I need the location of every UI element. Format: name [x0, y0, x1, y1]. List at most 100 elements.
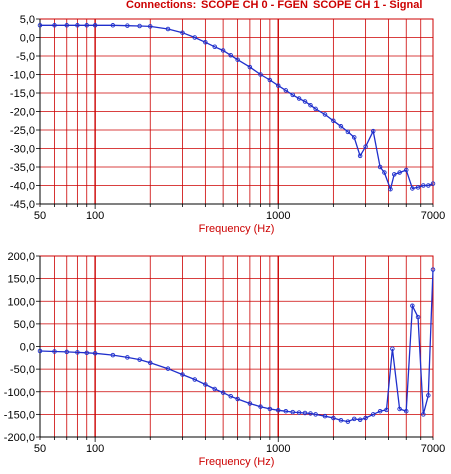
phase-ytick-label: -200,0 [4, 432, 35, 444]
magnitude-data-point [296, 96, 302, 101]
magnitude-xtick-label: 7000 [421, 210, 445, 222]
magnitude-ytick-label: -35,0 [10, 162, 35, 174]
magnitude-data-point [212, 44, 217, 50]
phase-data-point [228, 394, 233, 399]
magnitude-data-point [345, 129, 351, 135]
magnitude-data-point [388, 186, 393, 192]
phase-data-point [84, 350, 89, 356]
magnitude-data-point [84, 23, 89, 28]
magnitude-data-point [165, 26, 171, 32]
magnitude-data-point [403, 167, 409, 173]
phase-data-point [180, 372, 185, 377]
magnitude-data-point [370, 128, 376, 134]
magnitude-ytick-label: -5,0 [16, 51, 35, 63]
phase-data-point [203, 382, 208, 387]
magnitude-data-point [92, 23, 98, 28]
magnitude-data-point [421, 183, 426, 188]
phase-series-line [39, 269, 434, 423]
phase-data-point [75, 350, 80, 355]
magnitude-ytick-label: -15,0 [10, 88, 35, 100]
phase-data-point [258, 404, 263, 409]
phase-data-point [220, 390, 226, 395]
magnitude-xlabel: Frequency (Hz) [199, 223, 275, 235]
magnitude-data-point [220, 48, 226, 53]
connections-label: Connections: [126, 0, 197, 11]
magnitude-data-point [322, 112, 328, 117]
magnitude-data-point [125, 23, 130, 28]
magnitude-data-point [75, 23, 80, 28]
magnitude-data-point [430, 181, 436, 186]
magnitude-data-point [110, 23, 116, 28]
phase-data-point [313, 412, 318, 417]
magnitude-data-point [415, 185, 421, 190]
phase-data-point [331, 415, 336, 421]
magnitude-data-point [426, 183, 431, 188]
phase-data-point [370, 412, 376, 417]
phase-ytick-label: 150,0 [7, 274, 35, 286]
channel-0-label: SCOPE CH 0 - FGEN [201, 0, 308, 11]
phase-data-point [415, 314, 421, 320]
phase-ytick-label: -150,0 [4, 409, 35, 421]
magnitude-xtick-label: 50 [34, 210, 46, 222]
magnitude-data-point [147, 24, 153, 29]
magnitude-data-point [302, 99, 308, 104]
magnitude-data-point [290, 92, 295, 98]
magnitude-data-point [377, 164, 383, 170]
magnitude-data-point [391, 172, 397, 177]
phase-data-point [345, 419, 351, 424]
magnitude-ytick-label: -10,0 [10, 70, 35, 82]
phase-data-point [125, 355, 130, 360]
magnitude-data-point [203, 40, 208, 45]
phase-ytick-label: 200,0 [7, 251, 35, 263]
phase-ytick-label: 50,0 [14, 319, 35, 331]
magnitude-data-point [228, 53, 233, 58]
magnitude-ytick-label: 5,0 [20, 14, 35, 26]
magnitude-data-point [267, 77, 273, 83]
phase-xtick-label: 50 [34, 443, 46, 455]
magnitude-ytick-label: -40,0 [10, 181, 35, 193]
phase-data-point [64, 349, 70, 355]
phase-data-point [235, 396, 240, 402]
phase-data-point [92, 351, 98, 356]
magnitude-data-point [308, 102, 313, 108]
phase-xlabel: Frequency (Hz) [199, 456, 275, 468]
magnitude-data-point [397, 170, 402, 175]
phase-chart: 200,0 150,0 100,0 50,0 0,0 -50,0 -100,0 -150,0 -… [4, 251, 445, 468]
phase-data-point [308, 411, 313, 416]
phase-data-point [322, 413, 328, 419]
phase-data-point [363, 415, 368, 421]
phase-data-point [52, 349, 57, 354]
phase-data-point [403, 408, 409, 414]
phase-data-point [377, 408, 383, 414]
phase-ytick-label: 0,0 [20, 342, 35, 354]
magnitude-data-point [235, 57, 240, 62]
magnitude-ytick-label: -45,0 [10, 199, 35, 211]
phase-data-point [283, 408, 289, 414]
phase-ytick-label: 100,0 [7, 296, 35, 308]
phase-xtick-label: 100 [86, 443, 104, 455]
phase-data-point [426, 393, 431, 398]
magnitude-grid [36, 18, 434, 209]
phase-data-point [37, 348, 43, 354]
magnitude-data-point [382, 170, 387, 175]
phase-ytick-label: -100,0 [4, 387, 35, 399]
magnitude-data-point [363, 144, 368, 149]
magnitude-data-point [313, 106, 318, 112]
phase-data-point [192, 377, 198, 382]
connections-header: Connections: SCOPE CH 0 - FGEN SCOPE CH … [0, 0, 451, 12]
magnitude-xtick-label: 100 [86, 210, 104, 222]
phase-data-point [296, 410, 302, 415]
magnitude-ytick-label: -30,0 [10, 144, 35, 156]
phase-data-point [275, 408, 281, 413]
phase-data-point [290, 409, 295, 415]
phase-data-point [212, 386, 217, 392]
magnitude-data-point [357, 153, 363, 159]
magnitude-data-point [137, 23, 142, 29]
magnitude-data-point [64, 23, 70, 28]
magnitude-xtick-label: 1000 [266, 210, 290, 222]
phase-data-point [421, 412, 426, 417]
magnitude-data-point [247, 64, 253, 70]
phase-data-point [267, 406, 273, 412]
magnitude-data-point [283, 88, 289, 93]
magnitude-data-point [351, 135, 357, 140]
